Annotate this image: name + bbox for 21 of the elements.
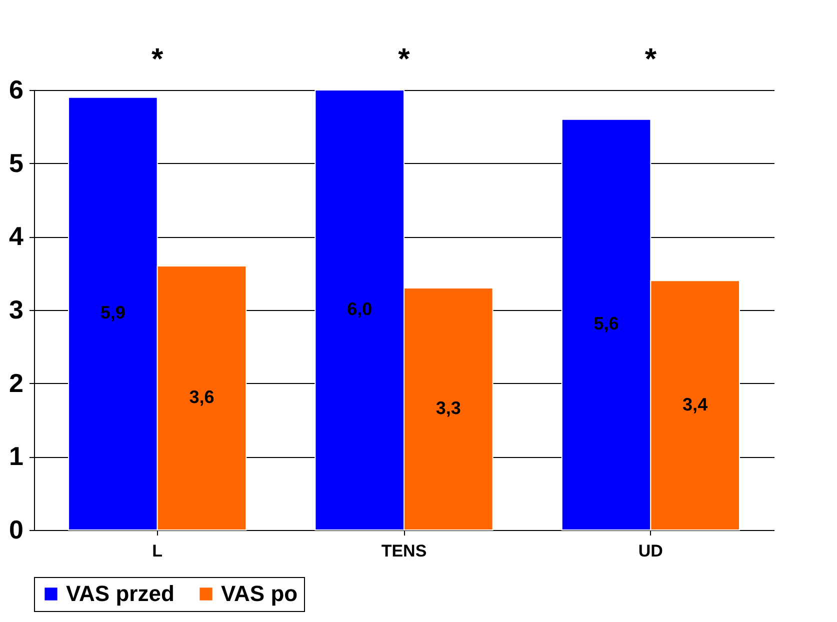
x-tick-label: UD (638, 542, 663, 560)
data-label: 3,3 (436, 398, 461, 418)
text: * (644, 43, 657, 76)
y-tick-label: 3 (9, 294, 24, 324)
legend-label: VAS po (221, 581, 298, 606)
legend-label: VAS przed (66, 581, 174, 606)
x-tick-label: L (152, 542, 163, 560)
y-tick-label: 5 (9, 148, 24, 178)
y-tick-label: 0 (9, 514, 24, 544)
y-tick-label: 4 (9, 221, 24, 252)
text: * (151, 43, 164, 76)
y-tick-label: 1 (9, 441, 24, 472)
y-tick-label: 2 (9, 368, 24, 398)
x-tick-label: TENS (381, 542, 427, 560)
data-label: 6,0 (347, 299, 372, 319)
data-label: 5,6 (594, 314, 619, 334)
y-tick-label: 6 (9, 74, 24, 104)
data-label: 5,9 (100, 302, 126, 323)
data-label: 3,6 (189, 387, 214, 407)
data-label: 3,4 (682, 394, 708, 414)
text: * (398, 43, 410, 76)
